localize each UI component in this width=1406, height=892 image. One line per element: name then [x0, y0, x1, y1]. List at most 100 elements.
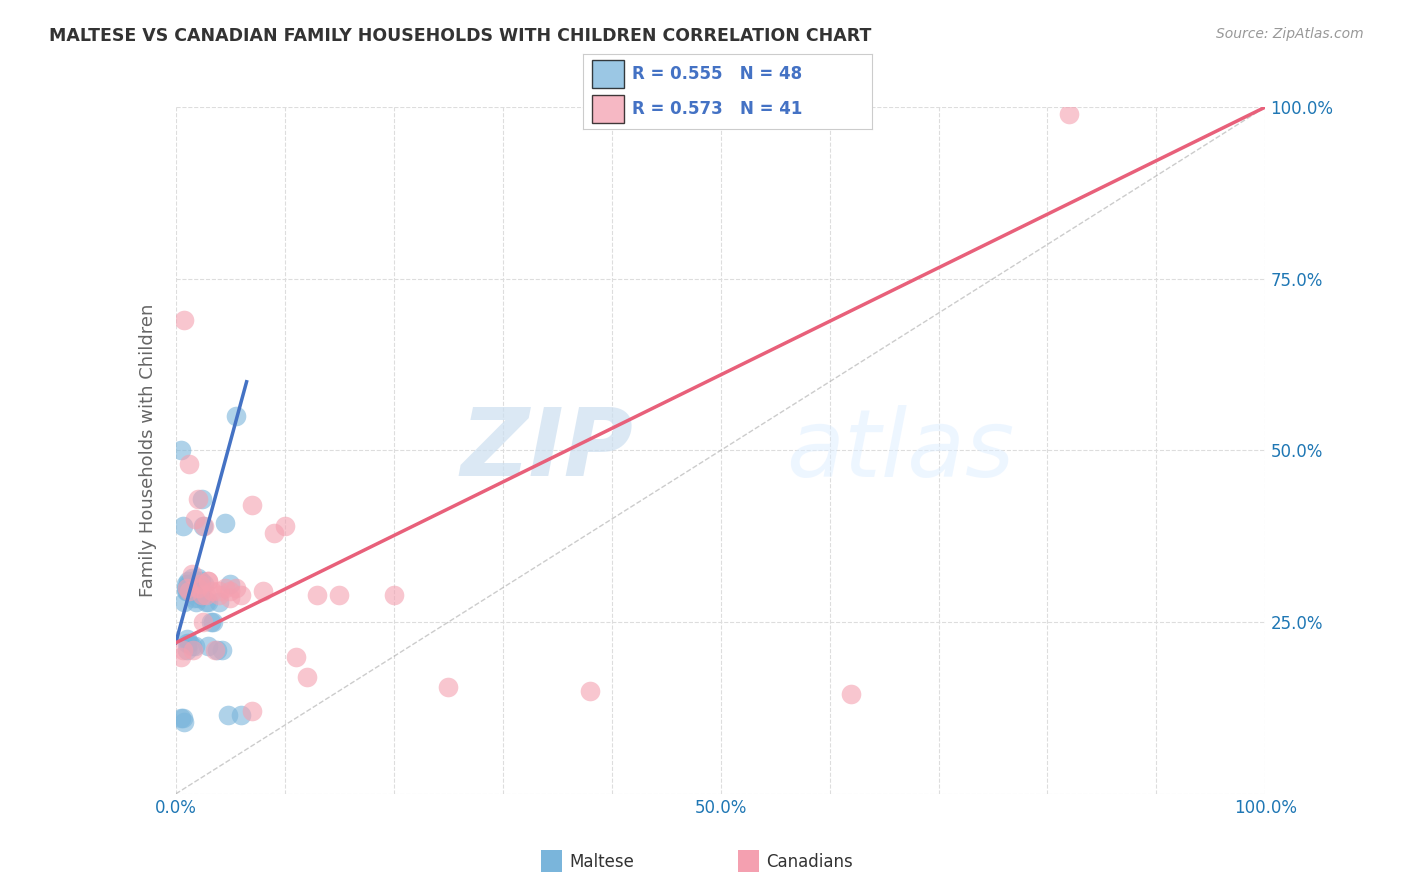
Point [328, 588, 350, 602]
Point [174, 581, 197, 595]
Text: Canadians: Canadians [766, 853, 853, 871]
Point [174, 584, 197, 599]
Point [181, 642, 204, 657]
Text: R = 0.555   N = 48: R = 0.555 N = 48 [633, 65, 803, 83]
Point [214, 581, 236, 595]
Point [180, 584, 202, 599]
Point [231, 707, 253, 722]
Point [197, 594, 219, 608]
Point [170, 711, 193, 725]
Point [205, 642, 228, 657]
Point [184, 584, 207, 599]
Point [274, 519, 297, 533]
Point [177, 584, 200, 599]
Point [382, 588, 405, 602]
Point [184, 512, 207, 526]
Point [188, 577, 211, 591]
Point [307, 588, 329, 602]
Point [186, 581, 209, 595]
Point [201, 584, 224, 599]
Point [183, 591, 205, 606]
Point [184, 639, 207, 653]
Point [173, 313, 195, 327]
Point [295, 670, 318, 684]
Point [173, 594, 195, 608]
Point [188, 588, 211, 602]
Point [1057, 107, 1080, 121]
Point [231, 588, 253, 602]
Point [193, 577, 215, 591]
Point [170, 443, 193, 458]
Point [186, 594, 208, 608]
Text: atlas: atlas [786, 405, 1014, 496]
Point [172, 519, 194, 533]
Point [174, 577, 197, 591]
Point [191, 491, 214, 506]
Point [177, 584, 200, 599]
Text: MALTESE VS CANADIAN FAMILY HOUSEHOLDS WITH CHILDREN CORRELATION CHART: MALTESE VS CANADIAN FAMILY HOUSEHOLDS WI… [49, 27, 872, 45]
Point [201, 615, 224, 630]
Point [214, 516, 236, 530]
Point [177, 581, 200, 595]
Text: R = 0.573   N = 41: R = 0.573 N = 41 [633, 100, 803, 118]
Point [176, 642, 198, 657]
Point [208, 588, 231, 602]
Point [176, 636, 198, 650]
Point [219, 577, 242, 591]
Point [179, 581, 201, 595]
Point [208, 584, 231, 599]
Point [219, 584, 242, 599]
Point [176, 632, 198, 647]
Point [240, 705, 263, 719]
Point [195, 594, 218, 608]
Point [186, 570, 209, 584]
Point [186, 491, 209, 506]
Point [179, 577, 201, 591]
Point [579, 683, 602, 698]
Point [225, 581, 247, 595]
Point [186, 591, 209, 606]
Point [252, 584, 274, 599]
Point [284, 649, 307, 664]
Point [172, 642, 194, 657]
Point [170, 649, 193, 664]
Point [191, 615, 214, 630]
Point [191, 519, 214, 533]
Point [176, 581, 198, 595]
Text: ZIP: ZIP [461, 404, 633, 497]
Point [177, 457, 200, 471]
Point [181, 570, 204, 584]
Point [197, 574, 219, 588]
Point [200, 615, 222, 630]
Point [841, 687, 863, 701]
Point [181, 639, 204, 653]
Point [211, 642, 233, 657]
Y-axis label: Family Households with Children: Family Households with Children [139, 304, 157, 597]
Point [172, 711, 194, 725]
Point [176, 584, 198, 599]
Point [191, 588, 214, 602]
Point [208, 594, 231, 608]
Point [263, 525, 285, 540]
Point [181, 567, 204, 582]
Text: Source: ZipAtlas.com: Source: ZipAtlas.com [1216, 27, 1364, 41]
Point [437, 681, 460, 695]
Point [190, 574, 212, 588]
Point [225, 409, 247, 423]
FancyBboxPatch shape [592, 60, 624, 87]
FancyBboxPatch shape [592, 95, 624, 123]
Point [240, 499, 263, 513]
Point [177, 577, 200, 591]
Point [197, 639, 219, 653]
Point [173, 714, 195, 729]
Point [177, 636, 200, 650]
Point [195, 588, 218, 602]
Point [197, 574, 219, 588]
Text: Maltese: Maltese [569, 853, 634, 871]
Point [204, 642, 226, 657]
Point [177, 574, 200, 588]
Point [193, 519, 215, 533]
Point [219, 591, 242, 606]
Point [181, 581, 204, 595]
Point [217, 707, 239, 722]
